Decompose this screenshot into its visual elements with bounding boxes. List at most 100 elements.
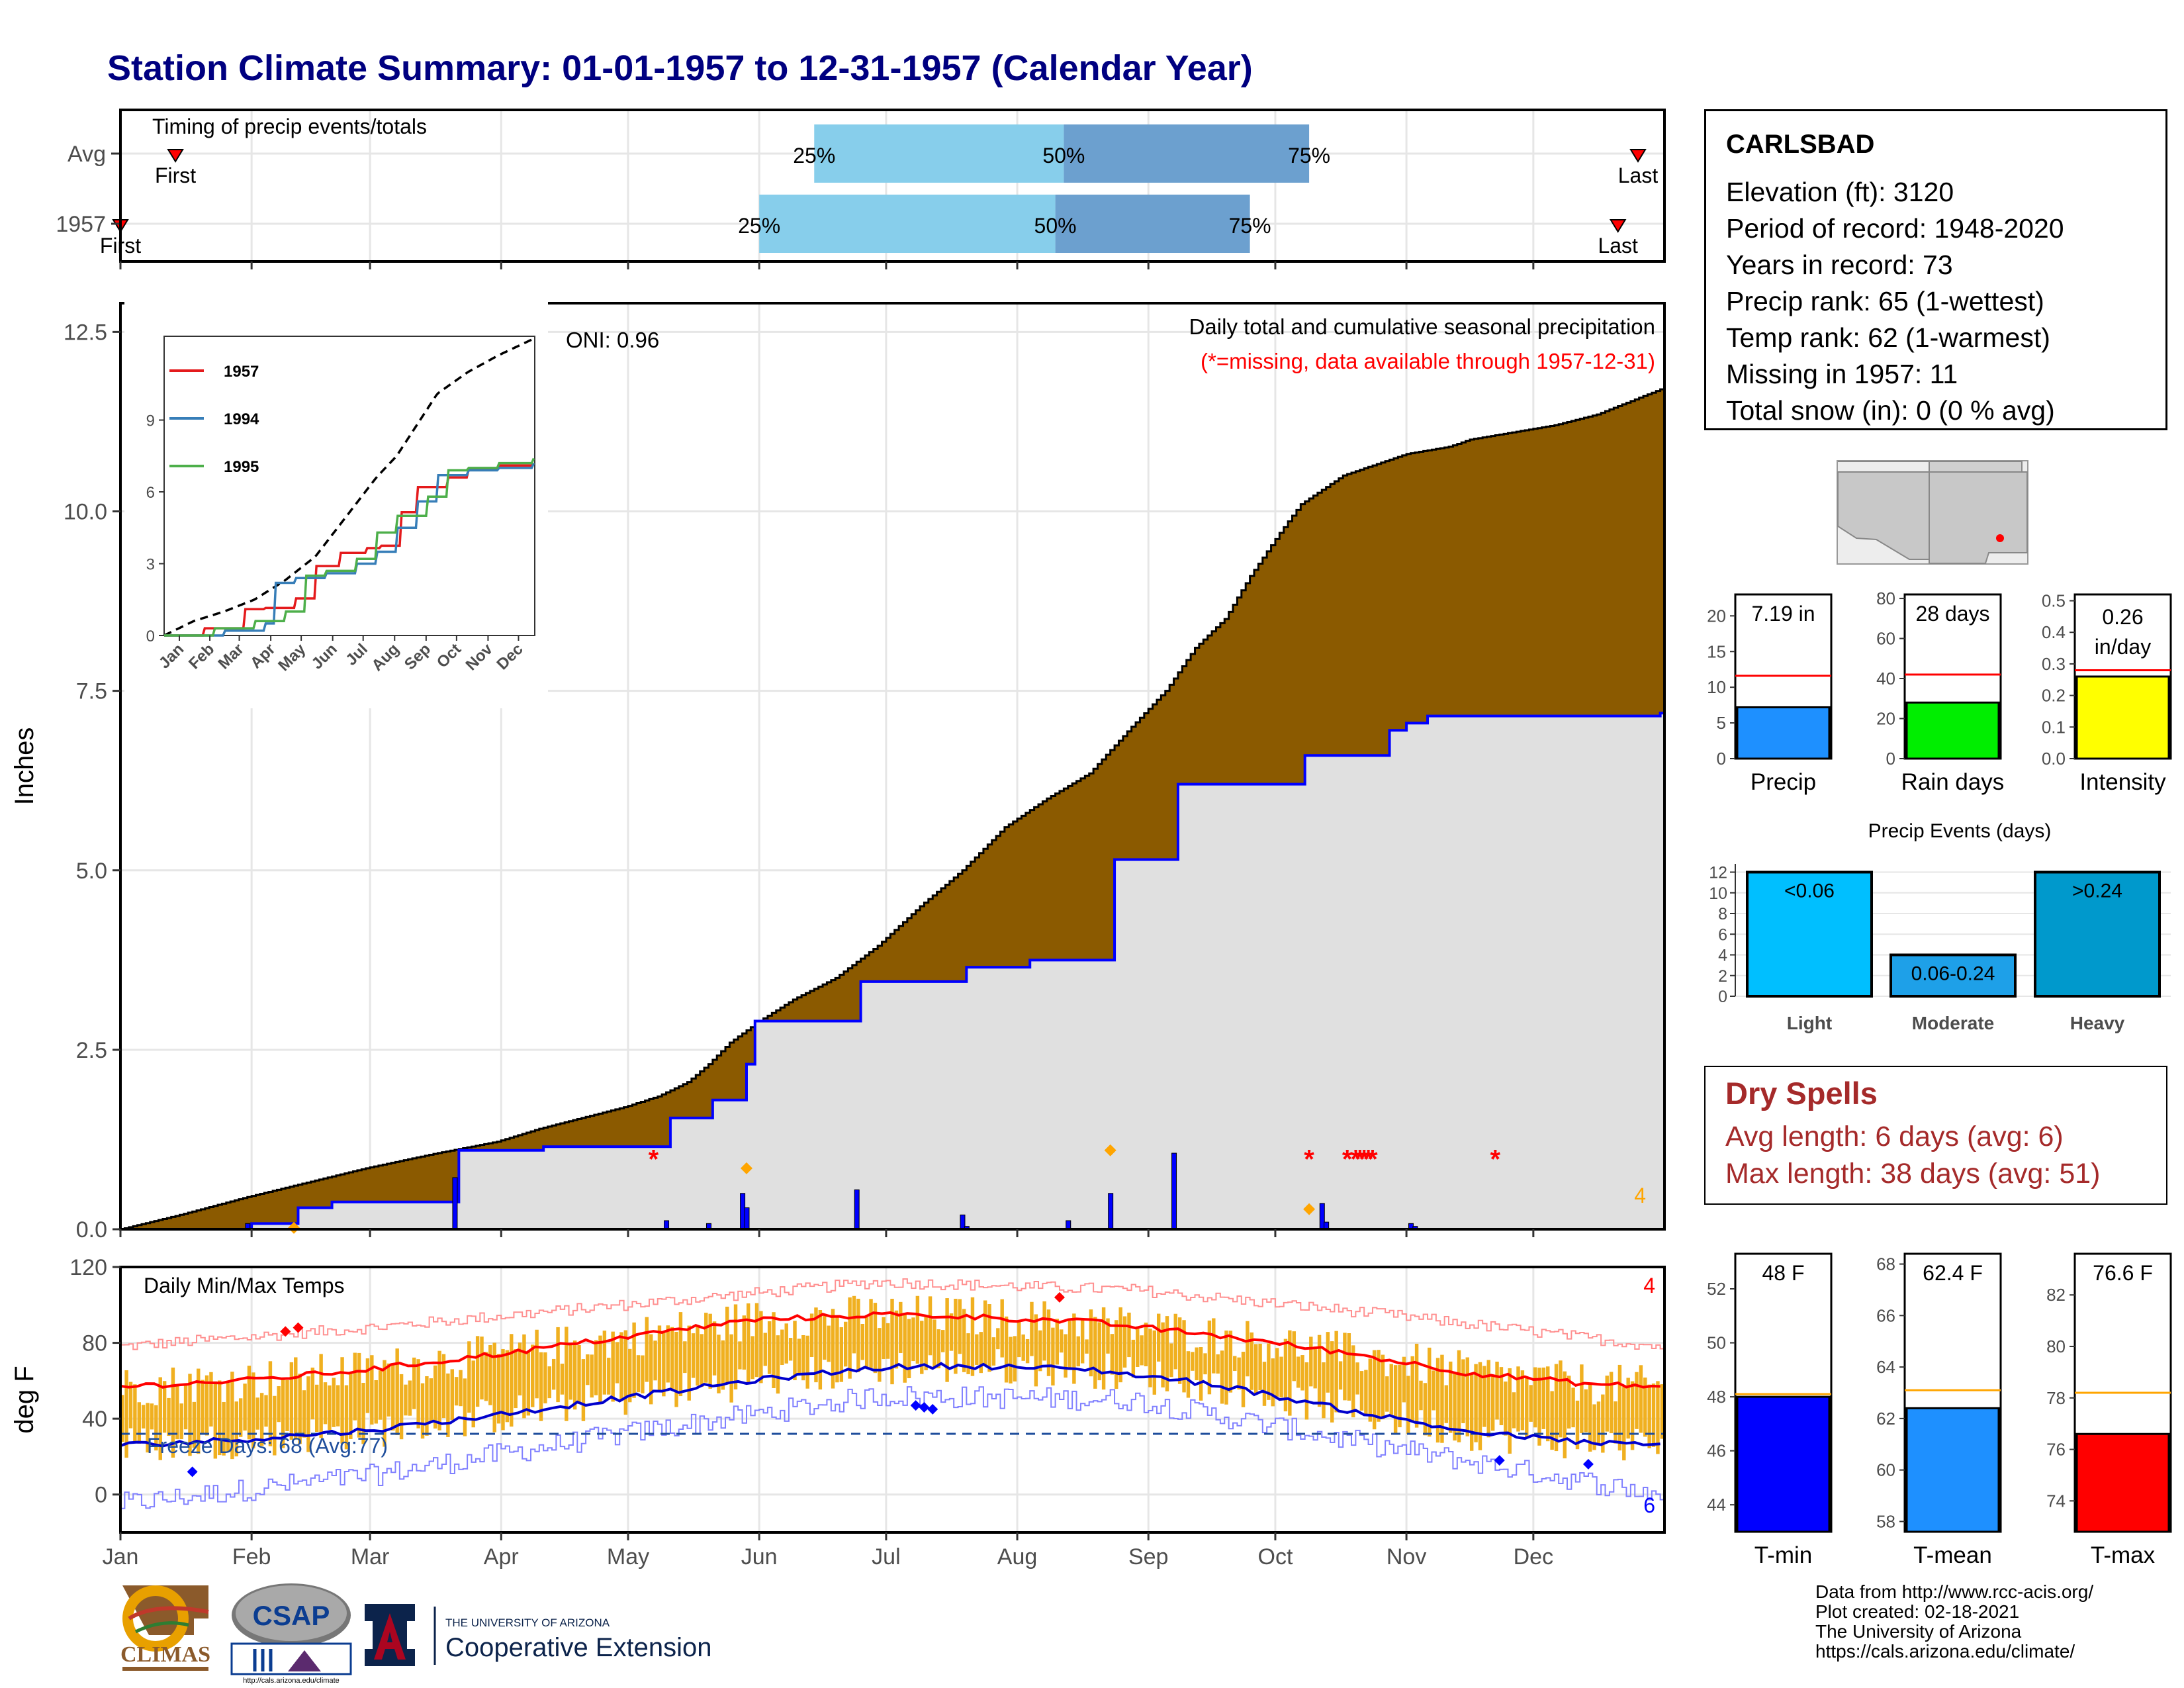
daily-temp-bar <box>1169 1343 1173 1378</box>
mini-ytick-label: 62 <box>1876 1409 1895 1429</box>
daily-temp-bar <box>860 1324 864 1360</box>
month-label: Jan <box>103 1544 139 1569</box>
daily-temp-bar <box>1389 1364 1393 1415</box>
daily-temp-bar <box>1359 1371 1364 1411</box>
daily-temp-bar <box>1271 1358 1275 1407</box>
daily-temp-bar <box>717 1335 721 1393</box>
daily-temp-bar <box>1490 1376 1495 1431</box>
daily-temp-bar <box>725 1306 729 1384</box>
daily-temp-bar <box>1250 1332 1254 1390</box>
daily-temp-bar <box>446 1373 450 1437</box>
station-info-box: CARLSBAD Elevation (ft): 3120 Period of … <box>1704 109 2167 430</box>
mini-ytick-label: 10 <box>1707 677 1726 697</box>
daily-temp-bar <box>1144 1323 1148 1367</box>
daily-temp-bar <box>602 1331 607 1395</box>
daily-temp-bar <box>1317 1335 1322 1407</box>
daily-temp-bar <box>213 1381 218 1459</box>
mini-ytick-label: 0 <box>1886 749 1895 769</box>
mini-value-bar <box>1736 1395 1831 1533</box>
mini-ytick-label: 0.3 <box>2042 654 2066 674</box>
mini-value-bar <box>1905 701 2000 760</box>
month-label: Mar <box>351 1544 390 1569</box>
mini-ytick-label: 0.5 <box>2042 591 2066 611</box>
daily-temp-bar <box>1110 1334 1115 1375</box>
daily-temp-bar <box>1529 1385 1533 1422</box>
mini-panel-label: T-max <box>2091 1542 2156 1568</box>
main-ytick-label: 0.0 <box>76 1217 107 1243</box>
daily-temp-bar <box>1651 1383 1656 1447</box>
credit-data-source: Data from http://www.rcc-acis.org/ <box>1815 1581 2094 1602</box>
daily-temp-bar <box>259 1393 264 1446</box>
daily-temp-bar <box>336 1385 340 1427</box>
event-bar-label: Light <box>1787 1013 1832 1033</box>
daily-temp-bar <box>954 1298 958 1374</box>
record-high-marker <box>293 1322 304 1333</box>
daily-temp-bar <box>1267 1343 1271 1400</box>
timing-row-label: 1957 <box>56 212 106 237</box>
daily-temp-bar <box>124 1370 128 1458</box>
events-ytick-label: 10 <box>1709 884 1727 903</box>
daily-temp-bar <box>776 1335 780 1394</box>
daily-temp-bar <box>1355 1362 1359 1395</box>
daily-temp-bar <box>1614 1401 1617 1444</box>
daily-precip-bar <box>452 1177 458 1230</box>
daily-temp-bar <box>729 1334 733 1403</box>
record-low-marker <box>1494 1455 1505 1466</box>
daily-temp-bar <box>218 1380 222 1456</box>
missing-day-marker: * <box>1367 1145 1378 1174</box>
daily-temp-bar <box>1406 1376 1410 1434</box>
inset-frame <box>163 336 535 636</box>
daily-temp-bar <box>1013 1336 1017 1382</box>
daily-temp-bar <box>691 1333 696 1378</box>
station-temp-rank: Temp rank: 62 (1-warmest) <box>1726 322 2050 353</box>
avg-tmax-line <box>120 1311 1661 1389</box>
daily-temp-bar <box>285 1380 289 1431</box>
daily-temp-bar <box>179 1403 183 1440</box>
daily-temp-bar <box>1643 1378 1647 1437</box>
daily-temp-bar <box>586 1354 590 1385</box>
record-low-line <box>120 1386 1664 1509</box>
daily-temp-bar <box>480 1336 484 1400</box>
daily-temp-bar <box>1584 1389 1588 1432</box>
daily-temp-bar <box>801 1335 805 1381</box>
daily-temp-bar <box>1516 1366 1520 1432</box>
temp-ylabel: deg F <box>10 1366 39 1433</box>
daily-temp-bar <box>590 1354 594 1398</box>
main-ytick-label: 12.5 <box>64 320 107 345</box>
daily-temp-bar <box>696 1325 700 1386</box>
daily-temp-bar <box>1296 1356 1300 1388</box>
daily-temp-bar <box>645 1317 649 1382</box>
station-precip-rank: Precip rank: 65 (1-wettest) <box>1726 286 2044 316</box>
daily-temp-bar <box>683 1341 687 1374</box>
mini-panel-label: T-min <box>1754 1542 1813 1568</box>
daily-temp-bar <box>247 1366 251 1440</box>
daily-temp-bar <box>1262 1362 1267 1406</box>
inset-ytick-label: 6 <box>146 484 155 502</box>
daily-temp-bar <box>1639 1365 1643 1433</box>
daily-temp-bar <box>1051 1327 1055 1385</box>
inset-series-line <box>164 457 535 637</box>
max-precip-marker <box>740 1162 752 1174</box>
daily-temp-bar <box>1630 1381 1635 1450</box>
daily-temp-bar <box>1283 1338 1288 1412</box>
daily-temp-bar <box>1449 1361 1453 1433</box>
inset-legend-label: 1995 <box>224 458 259 476</box>
daily-temp-bar <box>315 1384 319 1432</box>
daily-temp-bar <box>399 1374 404 1440</box>
event-bar-label: Moderate <box>1912 1013 1994 1033</box>
daily-temp-bar <box>492 1342 496 1432</box>
daily-temp-bar <box>365 1358 370 1413</box>
daily-temp-bar <box>1140 1335 1144 1366</box>
month-label: Apr <box>484 1544 519 1569</box>
main-ylabel: Inches <box>10 727 39 806</box>
daily-temp-bar <box>1546 1366 1550 1442</box>
mini-value-bar <box>2075 1432 2170 1533</box>
daily-temp-bar <box>708 1313 712 1389</box>
daily-temp-bar <box>987 1304 991 1372</box>
daily-temp-bar <box>1368 1358 1373 1422</box>
mini-ytick-label: 74 <box>2046 1491 2066 1511</box>
daily-temp-bar <box>319 1354 323 1438</box>
daily-temp-bar <box>1021 1334 1025 1361</box>
daily-temp-bar <box>581 1359 586 1421</box>
daily-temp-bar <box>408 1380 412 1416</box>
